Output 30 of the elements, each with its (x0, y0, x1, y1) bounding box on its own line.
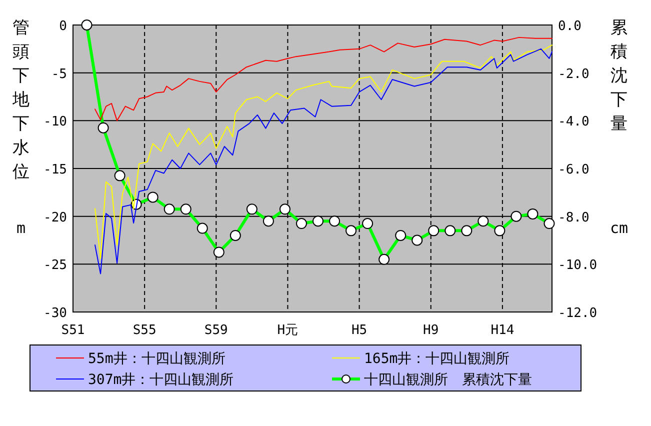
text: m (16, 219, 26, 237)
y-tick-label: -30 (44, 306, 67, 321)
legend-label: 十四山観測所 累積沈下量 (364, 372, 532, 388)
x-tick-label: H14 (490, 323, 514, 338)
y-tick-label: -5 (51, 66, 67, 82)
y2-axis-title: 累積沈下量 (610, 18, 628, 134)
y2-tick-label: -12.0 (558, 306, 598, 321)
y2-tick-label: -10.0 (558, 258, 598, 274)
x-tick-label: S59 (204, 323, 228, 338)
y-tick-label: 0 (59, 19, 67, 34)
y2-tick-label: -4.0 (558, 114, 590, 130)
legend-label: 55m井：十四山観測所 (88, 351, 226, 367)
y-tick-label: -10 (44, 114, 67, 130)
legend-label: 307m井：十四山観測所 (88, 372, 234, 388)
x-tick-label: H9 (423, 323, 439, 338)
x-tick-label: H元 (277, 323, 298, 338)
x-tick-label: H5 (351, 323, 368, 338)
y2-tick-label: 0.0 (558, 19, 582, 34)
y-axis-title: 管頭下地下水位 (12, 18, 30, 182)
text: cm (610, 219, 628, 237)
x-tick-label: S51 (61, 323, 85, 338)
legend-label: 165m井：十四山観測所 (364, 351, 510, 367)
line-series (94, 36, 552, 122)
y2-tick-label: -2.0 (558, 66, 590, 82)
y-tick-label: -25 (44, 258, 67, 274)
y2-tick-label: -6.0 (558, 162, 590, 178)
y2-tick-label: -8.0 (558, 210, 590, 226)
y-tick-label: -15 (44, 162, 67, 178)
y-tick-label: -20 (44, 210, 67, 226)
x-tick-label: S55 (132, 323, 156, 338)
